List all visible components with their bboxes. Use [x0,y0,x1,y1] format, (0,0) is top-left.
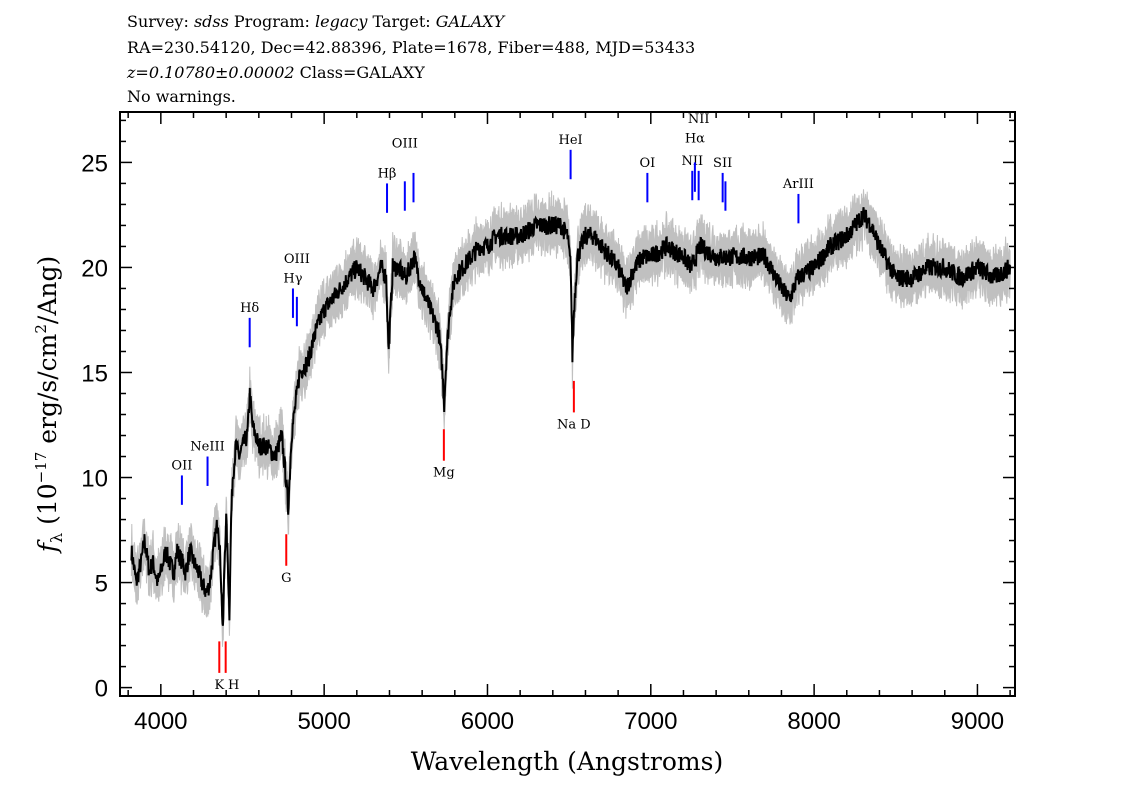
x-tick-label: 4000 [134,708,187,735]
target-value: GALAXY [435,12,505,31]
emission-line-label: OII [171,458,192,473]
program-label: Program: [228,12,316,31]
emission-line-label: ArIII [782,177,814,192]
emission-line-label: OI [639,156,655,171]
x-axis-label: Wavelength (Angstroms) [411,747,723,776]
target-label: Target: [367,12,436,31]
emission-line-label: Hγ [283,271,302,286]
absorption-line-label: Mg [433,466,455,481]
absorption-line-label: K [214,678,224,693]
survey-value: sdss [193,12,229,31]
x-tick-label: 8000 [787,708,840,735]
plot-frame [119,111,1016,697]
plot-area: 4000 5000 6000 7000 8000 9000 0 5 10 15 20 25 OII NeI… [81,111,1016,735]
y-tick-label: 15 [81,360,108,387]
emission-line-label: SII [713,156,732,171]
header-line-warnings: No warnings. [127,87,236,106]
flux-line [130,207,1012,626]
emission-line-label: OIII [392,136,418,151]
y-label-exp2: 2 [32,324,50,334]
emission-line-label: Hβ [378,166,397,181]
y-label-post: /Ang) [33,256,62,324]
program-value: legacy [315,12,368,31]
emission-line-label: Hδ [240,301,259,316]
y-tick-label: 10 [81,466,108,493]
y-label-mid: erg/s/cm [33,333,62,451]
y-label-symbol: f [33,539,62,554]
emission-line-label: Hα [685,131,705,146]
absorption-line-label: H [228,678,239,693]
header-line-survey: Survey: sdss Program: legacy Target: GAL… [127,12,504,32]
x-tick-label: 6000 [461,708,514,735]
emission-line-label: OIII [284,252,310,267]
y-label-exp: −17 [32,452,50,484]
emission-line-label: NII [681,154,703,169]
y-tick-label: 20 [81,255,108,282]
emission-line-label: HeI [559,133,583,148]
header-line-coordinates: RA=230.54120, Dec=42.88396, Plate=1678, … [127,38,696,57]
y-axis-label: fλ (10−17 erg/s/cm2/Ang) [32,256,66,555]
emission-line-label: NeIII [190,440,224,455]
y-label-pre: (10 [33,483,62,533]
x-tick-label: 5000 [297,708,350,735]
y-label-sub: λ [47,533,66,543]
x-tick-label: 9000 [951,708,1004,735]
y-tick-label: 25 [81,150,108,177]
redshift-value: z=0.10780±0.00002 [127,63,295,82]
emission-line-label: NII [688,112,710,127]
survey-label: Survey: [127,12,194,31]
class-value: Class=GALAXY [294,63,425,82]
y-tick-label: 0 [95,676,108,703]
error-band [130,189,1011,647]
y-tick-label: 5 [95,571,108,598]
absorption-line-label: G [281,571,291,586]
absorption-line-label: Na D [557,417,591,432]
x-tick-label: 7000 [624,708,677,735]
header-line-redshift: z=0.10780±0.00002 Class=GALAXY [127,63,425,83]
